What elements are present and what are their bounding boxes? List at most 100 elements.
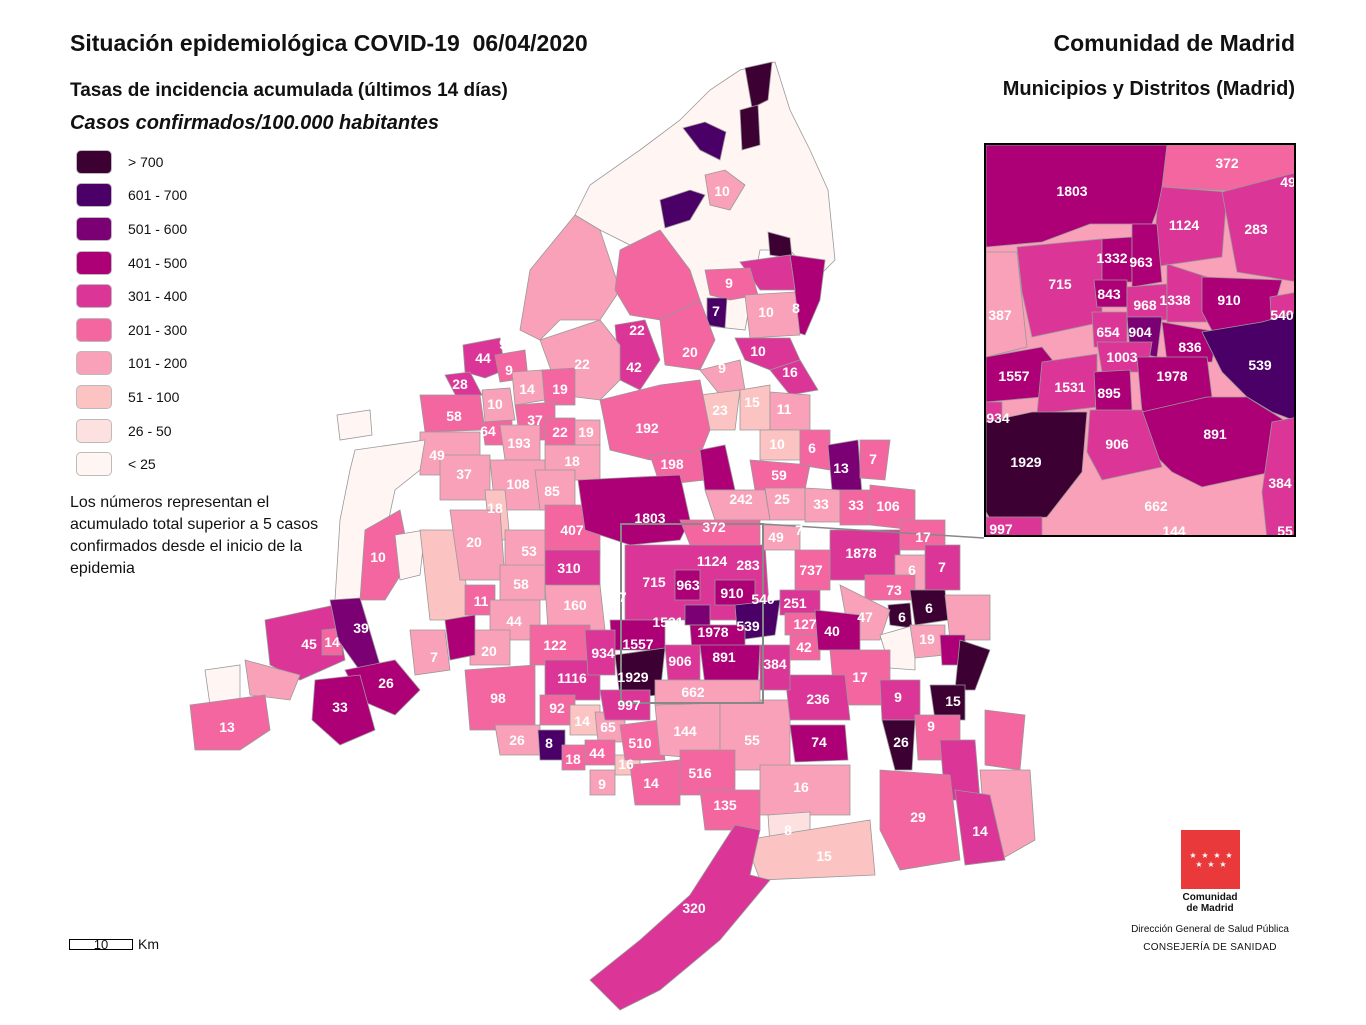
value-label: 20	[466, 534, 482, 550]
legend-item: 26 - 50	[76, 414, 187, 448]
value-label: 236	[806, 691, 830, 707]
value-label: 8	[784, 822, 792, 838]
value-label: 28	[452, 376, 468, 392]
region-662	[654, 679, 761, 706]
legend-label: 101 - 200	[128, 355, 188, 372]
legend-item: 51 - 100	[76, 380, 187, 414]
inset-715	[1016, 238, 1103, 338]
region-26-e	[881, 719, 916, 771]
value-label: 906	[1105, 436, 1129, 452]
region-33	[311, 674, 376, 746]
legend-label: 601 - 700	[128, 187, 188, 204]
region-18-s	[561, 744, 586, 771]
region-15-se	[744, 819, 876, 881]
legend-swatch	[76, 351, 112, 376]
region-f8-e	[944, 594, 991, 641]
region-13	[189, 694, 271, 751]
value-label: 14	[574, 713, 590, 729]
scale-unit: Km	[138, 936, 159, 952]
value-label: 14	[324, 634, 340, 650]
region-16	[769, 359, 819, 396]
value-label: 22	[574, 356, 590, 372]
region-737	[794, 549, 831, 591]
value-label: 9	[598, 776, 606, 792]
legend-item: 501 - 600	[76, 212, 187, 246]
region-n2	[704, 267, 759, 301]
legend-swatch	[76, 317, 112, 342]
comunidad-madrid-logo: ★ ★ ★ ★ ★ ★ ★	[1181, 830, 1240, 889]
value-label: 37	[456, 466, 472, 482]
value-label: 6	[808, 440, 816, 456]
value-label: 8	[792, 300, 800, 316]
region-1803	[577, 474, 691, 546]
svg-text:★: ★	[1225, 851, 1232, 860]
region-236	[784, 674, 851, 721]
ministry-text: CONSEJERÍA DE SANIDAD	[1143, 942, 1277, 953]
value-label: 44	[475, 350, 491, 366]
legend-item: 301 - 400	[76, 279, 187, 313]
value-label: 6	[925, 600, 933, 616]
value-label: 135	[713, 797, 737, 813]
value-label: 144	[1162, 523, 1186, 537]
region-north-purple-2	[659, 189, 706, 229]
value-label: 160	[563, 597, 587, 613]
value-label: 904	[1128, 324, 1152, 340]
region-384	[759, 644, 791, 691]
value-label: 7	[712, 303, 720, 319]
svg-text:★: ★	[1213, 851, 1220, 860]
legend-item: 201 - 300	[76, 313, 187, 347]
legend-swatch	[76, 183, 112, 208]
value-label: 9	[718, 360, 726, 376]
region-320	[589, 824, 771, 1011]
region-14-se	[954, 789, 1006, 866]
value-label: 73	[886, 582, 902, 598]
legend-label: 501 - 600	[128, 220, 188, 237]
region-45	[264, 604, 346, 681]
value-label: 19	[552, 381, 568, 397]
value-label: 11	[474, 593, 489, 609]
legend-swatch	[76, 284, 112, 309]
svg-text:★: ★	[1195, 860, 1202, 869]
value-label: 1929	[617, 669, 648, 685]
value-label: 106	[876, 498, 900, 514]
region-10-nw	[481, 387, 516, 423]
value-label: 18	[564, 453, 580, 469]
legend-item: > 700	[76, 145, 187, 179]
value-label: 20	[682, 344, 698, 360]
value-label: 15	[816, 848, 832, 864]
value-label: 20	[481, 643, 497, 659]
value-label: 58	[446, 408, 462, 424]
value-label: 906	[668, 653, 692, 669]
inset-997	[986, 516, 1043, 535]
inset-384	[1261, 417, 1294, 535]
region-n4	[744, 291, 801, 339]
value-label: 65	[600, 719, 616, 735]
value-label: 198	[660, 456, 684, 472]
region-dark-198-right	[699, 444, 736, 491]
value-label: 144	[673, 723, 697, 739]
value-label: 320	[682, 900, 706, 916]
value-label: 387	[988, 307, 1012, 323]
value-label: 16	[782, 364, 798, 380]
value-label: 85	[544, 483, 560, 499]
value-label: 17	[852, 669, 868, 685]
region-9-s	[589, 769, 616, 796]
directorate-text: Dirección General de Salud Pública	[1131, 924, 1289, 935]
inset-1929	[986, 411, 1088, 523]
value-label: 540	[751, 591, 775, 607]
value-label: 6	[898, 609, 906, 625]
value-label: 1124	[697, 553, 728, 569]
value-label: 6	[908, 562, 916, 578]
value-label: 11	[777, 401, 792, 417]
legend-swatch	[76, 452, 112, 477]
region-1116	[544, 659, 601, 701]
region-north-dark-1	[744, 61, 773, 109]
value-label: 14	[519, 381, 535, 397]
value-label: 98	[490, 690, 506, 706]
value-label: 715	[642, 574, 666, 590]
value-label: 662	[1144, 498, 1168, 514]
region-n3	[706, 297, 728, 329]
value-label: 10	[758, 304, 774, 320]
value-label: 49	[768, 529, 784, 545]
